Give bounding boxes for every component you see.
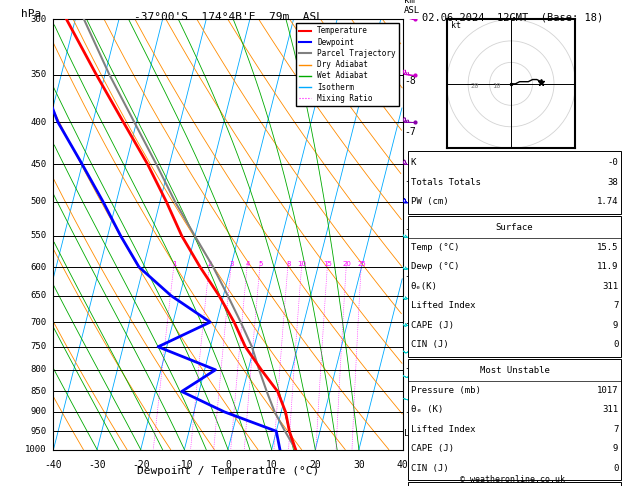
Text: CIN (J): CIN (J) <box>411 340 448 349</box>
Legend: Temperature, Dewpoint, Parcel Trajectory, Dry Adiabat, Wet Adiabat, Isotherm, Mi: Temperature, Dewpoint, Parcel Trajectory… <box>296 23 399 106</box>
Text: 38: 38 <box>608 178 618 187</box>
Text: 1017: 1017 <box>597 386 618 395</box>
Text: CAPE (J): CAPE (J) <box>411 321 454 330</box>
Text: 0: 0 <box>613 340 618 349</box>
Text: 4: 4 <box>245 261 250 267</box>
Text: Lifted Index: Lifted Index <box>411 425 476 434</box>
Text: 311: 311 <box>602 405 618 414</box>
Text: 5: 5 <box>258 261 262 267</box>
Text: 9: 9 <box>613 444 618 453</box>
Text: 750: 750 <box>30 342 47 351</box>
Text: 300: 300 <box>30 15 47 24</box>
Text: θₑ(K): θₑ(K) <box>411 282 438 291</box>
Text: -30: -30 <box>88 460 106 470</box>
Text: 500: 500 <box>30 197 47 207</box>
Text: Lifted Index: Lifted Index <box>411 301 476 310</box>
Text: kt: kt <box>451 21 461 30</box>
Text: 2: 2 <box>208 261 212 267</box>
Text: 0: 0 <box>225 460 231 470</box>
Text: Most Unstable: Most Unstable <box>479 366 550 375</box>
Text: 40: 40 <box>397 460 408 470</box>
Text: 10: 10 <box>266 460 277 470</box>
Text: -10: -10 <box>175 460 193 470</box>
Text: -3: -3 <box>404 318 416 328</box>
Text: 3: 3 <box>229 261 234 267</box>
Text: Surface: Surface <box>496 224 533 232</box>
Text: -4: -4 <box>404 272 416 281</box>
Text: 7: 7 <box>613 301 618 310</box>
X-axis label: Dewpoint / Temperature (°C): Dewpoint / Temperature (°C) <box>137 466 319 476</box>
Text: 10: 10 <box>492 83 500 89</box>
Text: -37°00'S  174°4B'E  79m  ASL: -37°00'S 174°4B'E 79m ASL <box>133 12 323 22</box>
Text: 350: 350 <box>30 70 47 79</box>
Text: -40: -40 <box>45 460 62 470</box>
Text: 600: 600 <box>30 262 47 272</box>
Text: Temp (°C): Temp (°C) <box>411 243 459 252</box>
Text: -0: -0 <box>608 158 618 167</box>
Text: 550: 550 <box>30 231 47 241</box>
Text: km
ASL: km ASL <box>404 0 420 15</box>
Text: 20: 20 <box>309 460 321 470</box>
Text: -8: -8 <box>404 76 416 86</box>
Text: 15.5: 15.5 <box>597 243 618 252</box>
Text: 9: 9 <box>613 321 618 330</box>
Text: CIN (J): CIN (J) <box>411 464 448 472</box>
Text: θₑ (K): θₑ (K) <box>411 405 443 414</box>
Text: Totals Totals: Totals Totals <box>411 178 481 187</box>
Text: 8: 8 <box>286 261 291 267</box>
Text: 1.74: 1.74 <box>597 197 618 206</box>
Text: 7: 7 <box>613 425 618 434</box>
Text: K: K <box>411 158 416 167</box>
Text: 30: 30 <box>353 460 365 470</box>
Text: 20: 20 <box>342 261 351 267</box>
Text: -2: -2 <box>404 363 416 373</box>
Text: -6: -6 <box>404 176 416 186</box>
Text: Pressure (mb): Pressure (mb) <box>411 386 481 395</box>
Text: 0: 0 <box>613 464 618 472</box>
Text: -1: -1 <box>404 406 416 417</box>
Text: CAPE (J): CAPE (J) <box>411 444 454 453</box>
Text: 10: 10 <box>298 261 306 267</box>
Text: 11.9: 11.9 <box>597 262 618 271</box>
Text: 400: 400 <box>30 118 47 127</box>
Text: 15: 15 <box>323 261 332 267</box>
Text: -20: -20 <box>132 460 150 470</box>
Text: Mixing Ratio (g/kg): Mixing Ratio (g/kg) <box>429 179 439 290</box>
Text: 20: 20 <box>470 83 479 89</box>
Text: 800: 800 <box>30 365 47 374</box>
Text: 700: 700 <box>30 318 47 327</box>
Text: 1: 1 <box>172 261 177 267</box>
Text: 1000: 1000 <box>25 445 47 454</box>
Text: 02.06.2024  12GMT  (Base: 18): 02.06.2024 12GMT (Base: 18) <box>422 12 603 22</box>
Text: 650: 650 <box>30 291 47 300</box>
Text: hPa: hPa <box>21 9 41 19</box>
Text: 450: 450 <box>30 160 47 169</box>
Text: PW (cm): PW (cm) <box>411 197 448 206</box>
Text: © weatheronline.co.uk: © weatheronline.co.uk <box>460 474 565 484</box>
Text: 25: 25 <box>357 261 366 267</box>
Text: -7: -7 <box>404 127 416 137</box>
Text: -5: -5 <box>404 225 416 234</box>
Text: 900: 900 <box>30 407 47 417</box>
Text: 950: 950 <box>30 427 47 436</box>
Text: 850: 850 <box>30 387 47 396</box>
Text: LCL: LCL <box>404 429 420 437</box>
Text: Dewp (°C): Dewp (°C) <box>411 262 459 271</box>
Text: 311: 311 <box>602 282 618 291</box>
